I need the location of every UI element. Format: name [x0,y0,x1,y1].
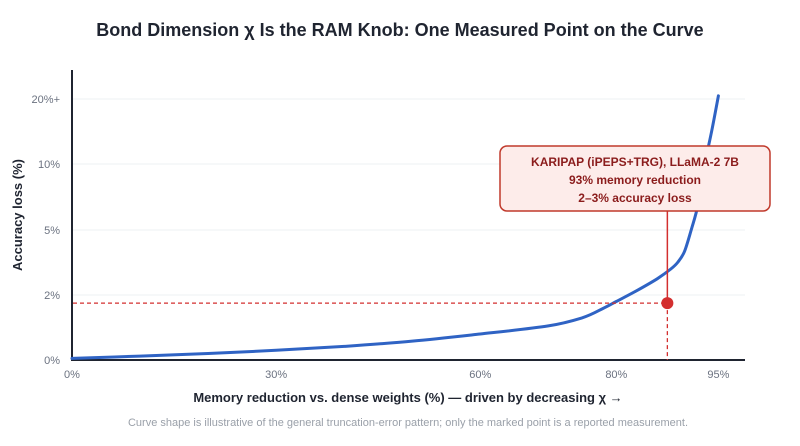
annotation-line-1: KARIPAP (iPEPS+TRG), LLaMA-2 7B [531,155,739,169]
y-tick-labels: 0% 2% 5% 10% 20%+ [32,94,61,367]
x-tick-label-3: 80% [605,369,627,381]
x-tick-label-1: 30% [265,369,287,381]
x-tick-labels: 0% 30% 60% 80% 95% [64,369,730,381]
y-tick-label-4: 20%+ [32,94,60,106]
y-tick-label-1: 2% [44,290,60,302]
y-tick-label-0: 0% [44,355,60,367]
x-tick-label-2: 60% [469,369,491,381]
annotation-line-2: 93% memory reduction [569,173,701,187]
y-tick-label-3: 10% [38,159,60,171]
footnote: Curve shape is illustrative of the gener… [128,417,688,429]
annotation-box: KARIPAP (iPEPS+TRG), LLaMA-2 7B 93% memo… [499,145,771,212]
annotation-line-3: 2–3% accuracy loss [578,191,692,205]
y-axis-label: Accuracy loss (%) [10,159,25,271]
annotation-box-background [499,145,771,212]
y-tick-label-2: 5% [44,225,60,237]
x-tick-label-4: 95% [707,369,729,381]
chart-title: Bond Dimension χ Is the RAM Knob: One Me… [96,20,703,40]
grid-lines [73,98,745,296]
measured-point-marker [661,297,674,310]
x-axis-label: Memory reduction vs. dense weights (%) —… [193,390,622,405]
series-line [70,94,720,360]
x-tick-label-0: 0% [64,369,80,381]
